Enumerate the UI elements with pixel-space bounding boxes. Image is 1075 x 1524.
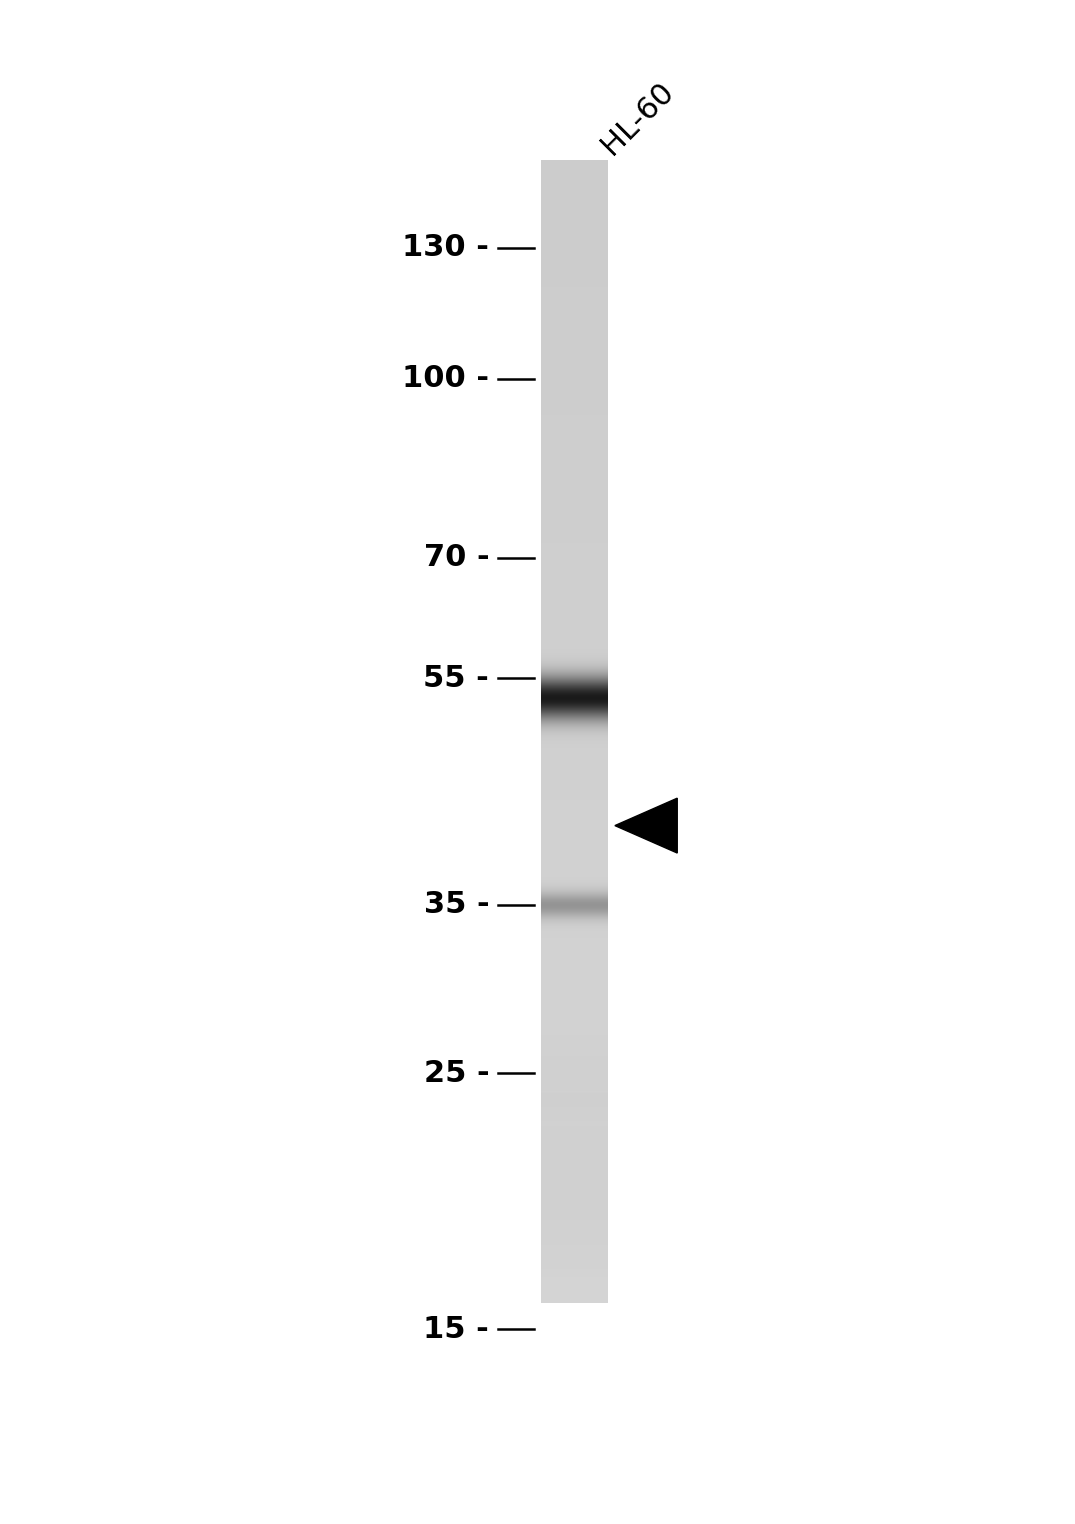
Text: 100 -: 100 - <box>402 364 489 393</box>
Text: 70 -: 70 - <box>424 543 489 572</box>
Text: 130 -: 130 - <box>402 233 489 262</box>
Text: 55 -: 55 - <box>424 664 489 693</box>
Polygon shape <box>615 799 677 853</box>
Text: 35 -: 35 - <box>424 890 489 919</box>
Text: 25 -: 25 - <box>424 1059 489 1088</box>
Text: 15 -: 15 - <box>424 1315 489 1344</box>
Text: HL-60: HL-60 <box>596 76 679 160</box>
